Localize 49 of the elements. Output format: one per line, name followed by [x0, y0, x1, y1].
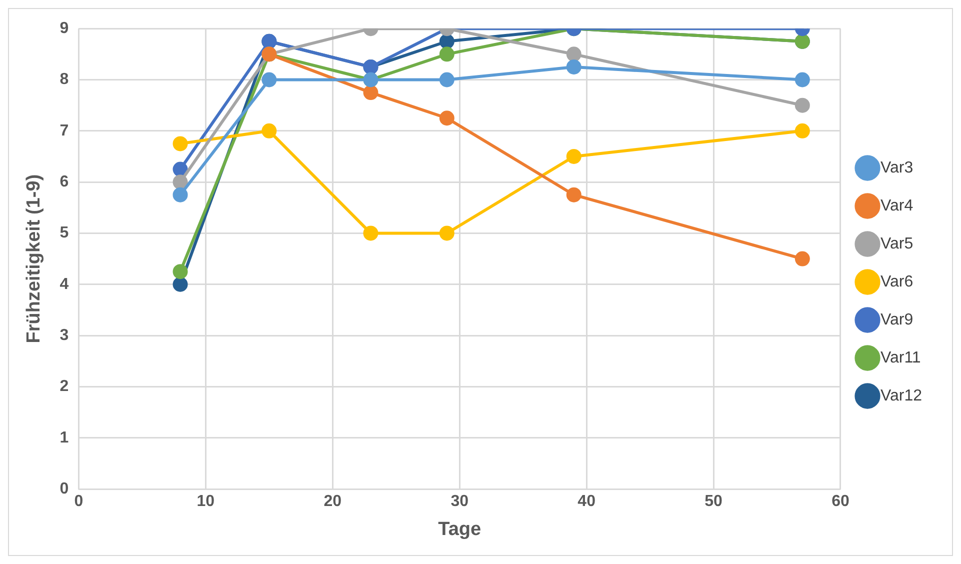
legend-label: Var3	[880, 159, 914, 176]
legend-label: Var12	[880, 387, 922, 404]
point	[566, 59, 582, 74]
point	[363, 85, 378, 100]
point	[566, 46, 582, 62]
point	[794, 251, 810, 266]
y-tick-label: 6	[60, 173, 69, 190]
point	[262, 123, 277, 138]
point	[172, 276, 188, 292]
point	[566, 187, 582, 202]
point	[439, 110, 454, 126]
legend-label: Var6	[880, 273, 914, 290]
point	[363, 226, 378, 241]
x-tick-label: 20	[324, 493, 342, 510]
y-tick-label: 2	[60, 378, 69, 396]
y-axis-title: Frühzeitigkeit (1-9)	[24, 174, 45, 344]
point	[439, 226, 454, 241]
y-tick-label: 4	[60, 276, 69, 293]
legend-label: Var9	[880, 311, 914, 328]
y-tick-label: 7	[60, 122, 69, 140]
x-tick-label: 30	[450, 493, 469, 510]
x-tick-label: 40	[578, 493, 596, 510]
y-tick-label: 0	[60, 480, 69, 498]
point	[794, 72, 810, 88]
legend-label: Var4	[880, 197, 914, 214]
point	[172, 187, 188, 202]
y-tick-label: 1	[60, 429, 69, 446]
legend-label: Var5	[880, 235, 914, 252]
point	[566, 148, 582, 164]
y-tick-label: 3	[60, 326, 69, 344]
point	[262, 72, 277, 88]
x-tick-label: 0	[74, 493, 84, 510]
point	[439, 72, 454, 88]
x-tick-label: 10	[196, 493, 215, 510]
point	[172, 174, 188, 190]
point	[794, 123, 810, 138]
y-tick-label: 8	[60, 71, 69, 88]
x-tick-label: 60	[832, 493, 850, 510]
point	[439, 46, 454, 62]
point	[172, 264, 188, 280]
point	[172, 162, 188, 177]
x-tick-label: 50	[704, 493, 723, 510]
legend-label: Var11	[880, 349, 921, 366]
point	[439, 34, 454, 49]
y-tick-label: 5	[60, 224, 69, 242]
point	[172, 136, 188, 152]
y-tick-label: 9	[60, 20, 69, 38]
point	[794, 98, 810, 113]
x-axis-title: Tage	[438, 518, 482, 540]
